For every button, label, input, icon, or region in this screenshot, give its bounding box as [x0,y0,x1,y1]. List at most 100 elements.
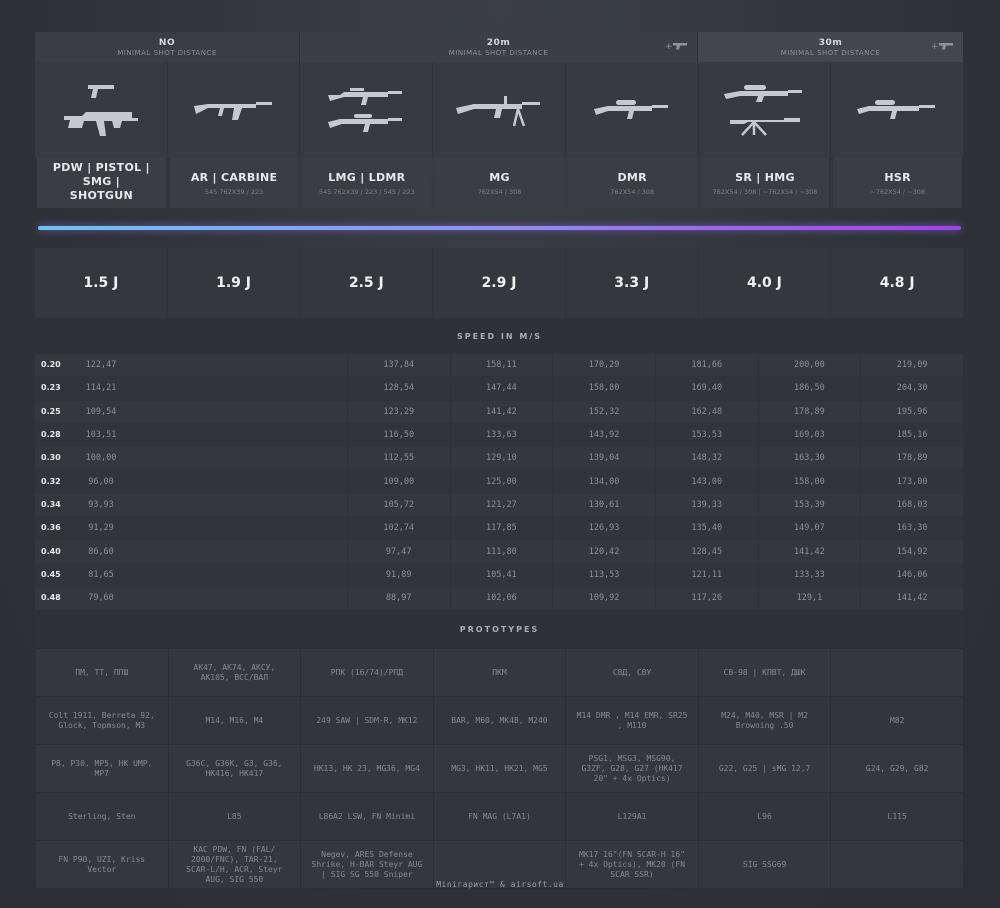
heavy-sniper-icon [831,62,965,158]
prototype-cell: Negev, ARES Defense Shrike, H-BAR Steyr … [300,840,434,890]
speed-row: 0.34 93,93 105,72 121,27 130,61 139,33 153,39 1… [35,493,964,518]
prototype-cell: BAR, M60, MK48, M240 [432,696,567,746]
prototype-cell: M24, M40, MSR | M2 Browning .50 [697,696,832,746]
sniper-rifle-icon [698,62,832,158]
lmg-icon [300,62,434,158]
speed-value: 117,85 [450,516,554,541]
speed-value: 128,45 [655,539,759,564]
energy-gradient-bar [35,208,964,248]
speed-cell: 0.32 96,00 [35,469,348,494]
speed-value: 147,44 [450,376,554,401]
speed-value: 173,00 [860,469,964,494]
speed-value: 116,50 [347,423,451,448]
speed-value: 143,00 [655,469,759,494]
speed-value: 91,89 [347,563,451,587]
speed-table: 0.20 122,47 137,84 158,11 170,29 181,66 200,00… [35,354,964,611]
svg-text:+: + [931,42,939,51]
energy-value: 2.5 J [300,248,434,318]
speed-value: 139,33 [655,493,759,518]
speed-row: 0.48 79,60 88,97 102,06 109,92 117,26 129,1 141… [35,586,964,611]
speed-value: 126,93 [552,516,656,541]
prototype-cell: KAC PDW, FN (FAL/ 2000/FNC), TAR-21, SCA… [167,840,302,890]
speed-value: 137,84 [347,354,451,378]
speed-value: 105,41 [450,563,554,587]
prototype-cell: Sterling, Sten [35,792,169,842]
class-card: HSR ~762X54 / ~308 [833,158,963,208]
distance-20m: 20m MINIMAL SHOT DISTANCE + [300,32,698,62]
bb-weight: 0.48 [41,593,61,603]
class-calibers: ~762X54 / ~308 [870,187,926,196]
bb-weight: 0.25 [41,406,61,416]
speed-cell: 0.25 109,54 [35,400,348,424]
bb-weight: 0.36 [41,523,61,533]
energy-chart-panel: NO MINIMAL SHOT DISTANCE 20m MINIMAL SHO… [35,32,965,890]
speed-value: 153,53 [655,423,759,448]
svg-text:+: + [665,42,673,51]
prototype-cell: M82 [830,696,964,746]
speed-row: 0.20 122,47 137,84 158,11 170,29 181,66 200,00… [35,354,964,378]
prototype-cell: M14 DMR , M14 EMR, SR25 , M110 [565,696,699,746]
speed-value: 103,51 [85,430,117,441]
bb-weight: 0.34 [41,499,61,509]
speed-value: 120,42 [552,539,656,564]
prototype-cell: PSG1, MSG3, MSG90, G3ZF, G28, G27 (HK417… [565,744,699,794]
speed-value: 121,27 [450,493,554,518]
class-name: AR | CARBINE [190,170,278,184]
speed-value: 154,92 [860,539,964,564]
speed-value: 129,10 [450,446,554,471]
bb-weight: 0.30 [41,453,61,463]
speed-row: 0.45 81,65 91,89 105,41 113,53 121,11 133,33 14… [35,563,964,587]
speed-cell: 0.48 79,60 [35,586,348,611]
speed-value: 168,03 [860,493,964,518]
class-name: MG [489,170,510,184]
prototype-cell: FN P90, UZI, Kriss Vector [35,840,169,890]
speed-cell: 0.30 100,00 [35,446,348,471]
speed-value: 91,29 [88,523,114,534]
prototype-cell: L115 [830,792,964,842]
distance-none: NO MINIMAL SHOT DISTANCE [35,32,300,62]
class-card: SR | HMG 762X54 / 308 | ~762X54 / ~308 [700,158,830,208]
class-card: LMG | LDMR 545 762X39 / 223 / 545 / 223 [302,158,432,208]
weapon-images-row [35,62,965,158]
speed-value: 141,42 [450,400,554,424]
class-name: LMG | LDMR [328,170,406,184]
speed-value: 128,54 [347,376,451,401]
energy-value: 1.5 J [35,248,168,318]
speed-value: 158,80 [552,376,656,401]
speed-value: 195,96 [860,400,964,424]
prototype-cell: MK17 16"(FN SCAR-H 16" + 4x Optics), MK2… [565,840,699,890]
speed-value: 178,89 [758,400,862,424]
speed-value: 149,07 [758,516,862,541]
speed-row: 0.28 103,51 116,50 133,63 143,92 153,53 169,03… [35,423,964,448]
speed-value: 134,00 [552,469,656,494]
speed-value: 113,53 [552,563,656,587]
speed-value: 122,47 [85,360,117,371]
distance-label: MINIMAL SHOT DISTANCE [780,49,881,57]
prototype-cell: G36C, G36K, G3, G36, HK416, HK417 [167,744,302,794]
speed-value: 178,89 [860,446,964,471]
speed-value: 117,26 [655,586,759,611]
speed-value: 111,80 [450,539,554,564]
speed-value: 204,30 [860,376,964,401]
speed-value: 133,63 [450,423,554,448]
prototype-cell: MG3, HK11, HK21, MG5 [432,744,567,794]
speed-value: 109,92 [552,586,656,611]
speed-value: 135,40 [655,516,759,541]
speed-value: 141,42 [758,539,862,564]
speed-value: 130,61 [552,493,656,518]
class-calibers: 545 762X39 / 223 [204,187,264,196]
speed-value: 97,47 [347,539,451,564]
speed-value: 148,32 [655,446,759,471]
prototype-cell: SIG SSG69 [697,840,832,890]
prototype-cell: L96 [697,792,832,842]
class-calibers: 545 762X39 / 223 / 545 / 223 [318,187,415,196]
prototype-cell: L129A1 [565,792,699,842]
class-name: DMR [617,170,647,184]
speed-row: 0.30 100,00 112,55 129,10 139,04 148,32 163,30… [35,446,964,471]
speed-value: 114,21 [85,383,117,394]
energy-value: 4.0 J [699,248,832,318]
distance-label: MINIMAL SHOT DISTANCE [448,49,549,57]
dmr-icon [565,62,699,158]
speed-value: 158,00 [758,469,862,494]
speed-value: 129,1 [758,586,862,611]
